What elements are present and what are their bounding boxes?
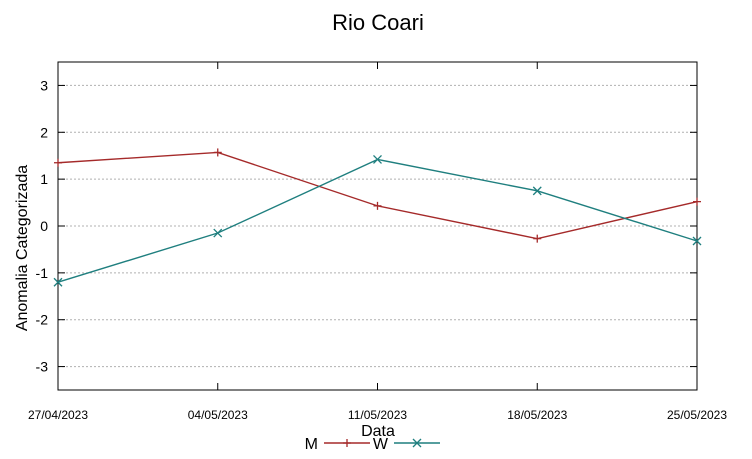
data-point: [213, 228, 223, 238]
series-line-m: [57, 151, 698, 240]
y-tick-label: 1: [40, 171, 48, 187]
data-point: [54, 158, 62, 167]
data-point: [692, 236, 702, 246]
data-point: [53, 277, 63, 287]
y-tick-label: -1: [36, 265, 49, 281]
grid-lines: [58, 84, 697, 368]
x-tick-label: 25/05/2023: [667, 408, 727, 422]
data-point: [533, 234, 542, 243]
legend-label-m: M: [305, 436, 318, 453]
marker-stroke: [213, 228, 223, 238]
plot-frame: [57, 61, 698, 391]
y-axis-label: Anomalia Categorizada: [14, 165, 31, 331]
y-tick-label: 2: [40, 124, 48, 140]
marker-stroke: [532, 186, 542, 196]
y-tick-label: 0: [40, 218, 48, 234]
data-point: [373, 201, 382, 210]
data-point: [693, 197, 701, 206]
data-point: [412, 438, 422, 448]
y-tick-label: -2: [36, 312, 49, 328]
legend-label-w: W: [373, 436, 389, 453]
x-tick-label: 18/05/2023: [507, 408, 567, 422]
y-tick-label: 3: [40, 77, 48, 93]
chart-title: Rio Coari: [332, 10, 424, 35]
series-line-w: [57, 158, 698, 283]
data-point: [213, 148, 222, 157]
x-tick-label: 27/04/2023: [28, 408, 88, 422]
data-point: [373, 155, 382, 164]
y-tick-label: -3: [36, 359, 49, 375]
data-point: [532, 186, 542, 196]
x-tick-label: 11/05/2023: [348, 408, 407, 422]
x-tick-label: 04/05/2023: [188, 408, 248, 422]
axes: 3 2 1 0 -1 -2 -3 27/04/2023 04/05/2023 11/05/2023…: [28, 61, 727, 422]
data-point: [343, 439, 351, 447]
marker-stroke: [53, 277, 63, 287]
marker-stroke: [373, 155, 382, 164]
series-layer: [53, 148, 702, 287]
x-axis-label: Data: [361, 423, 395, 440]
marker-stroke: [692, 236, 702, 246]
marker-stroke: [412, 438, 422, 448]
